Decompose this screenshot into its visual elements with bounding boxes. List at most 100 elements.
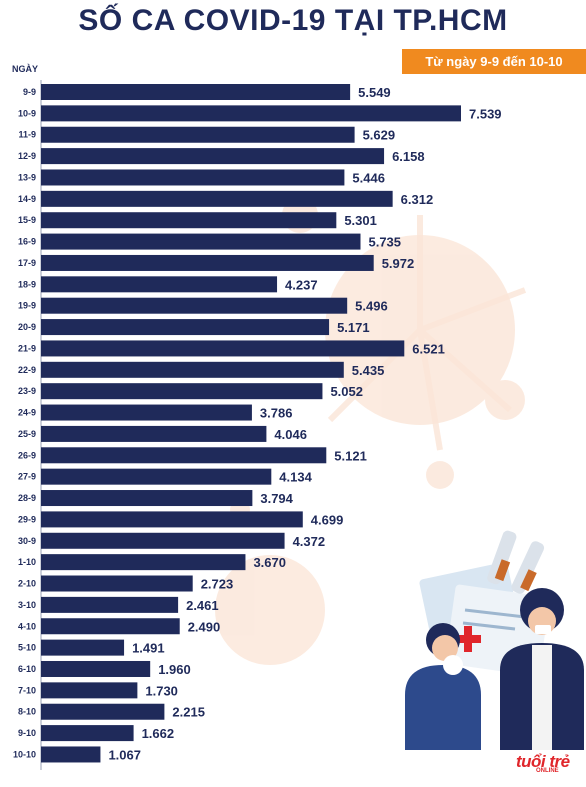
value-label: 1.960 <box>158 662 191 677</box>
day-label: 6-10 <box>18 664 36 674</box>
day-label: 4-10 <box>18 621 36 631</box>
value-label: 5.549 <box>358 85 391 100</box>
day-label: 20-9 <box>18 322 36 332</box>
bar-10-10 <box>41 746 101 763</box>
bar-23-9 <box>41 383 323 400</box>
value-label: 5.735 <box>368 235 401 250</box>
value-label: 1.067 <box>108 747 141 762</box>
bar-17-9 <box>41 254 374 271</box>
day-label: 17-9 <box>18 258 36 268</box>
day-label: 7-10 <box>18 685 36 695</box>
bar-9-10 <box>41 725 134 742</box>
bar-20-9 <box>41 319 330 336</box>
day-label: 10-9 <box>18 108 36 118</box>
value-label: 6.521 <box>412 341 445 356</box>
value-label: 2.461 <box>186 598 219 613</box>
day-label: 13-9 <box>18 172 36 182</box>
bar-10-9 <box>41 105 461 122</box>
value-label: 5.629 <box>363 128 396 143</box>
bar-9-9 <box>41 84 351 100</box>
axis-title-day: NGÀY <box>12 64 39 74</box>
bar-27-9 <box>41 468 272 485</box>
day-label: 11-9 <box>18 130 36 140</box>
value-label: 5.435 <box>352 363 385 378</box>
value-label: 7.539 <box>469 106 502 121</box>
bar-25-9 <box>41 425 267 442</box>
day-label: 18-9 <box>18 279 36 289</box>
day-label: 23-9 <box>18 386 36 396</box>
value-label: 4.237 <box>285 277 318 292</box>
chart-title: SỐ CA COVID-19 TẠI TP.HCM <box>78 4 508 37</box>
people-illustration <box>405 530 584 750</box>
day-label: 3-10 <box>18 600 36 610</box>
value-label: 5.121 <box>334 448 367 463</box>
day-label: 10-10 <box>13 749 36 759</box>
bar-8-10 <box>41 703 165 720</box>
bar-30-9 <box>41 532 285 549</box>
value-label: 6.158 <box>392 149 425 164</box>
value-label: 4.134 <box>279 470 312 485</box>
value-label: 2.490 <box>188 619 221 634</box>
value-label: 1.662 <box>142 726 175 741</box>
value-label: 3.786 <box>260 406 293 421</box>
bar-11-9 <box>41 126 355 143</box>
value-label: 4.372 <box>293 534 326 549</box>
day-label: 27-9 <box>18 472 36 482</box>
day-label: 24-9 <box>18 408 36 418</box>
bar-2-10 <box>41 575 193 592</box>
bar-29-9 <box>41 511 303 528</box>
value-label: 5.052 <box>330 384 363 399</box>
value-label: 5.301 <box>344 213 377 228</box>
bar-7-10 <box>41 682 138 699</box>
bar-6-10 <box>41 660 151 677</box>
day-label: 12-9 <box>18 151 36 161</box>
day-label: 29-9 <box>18 514 36 524</box>
value-label: 4.699 <box>311 512 344 527</box>
value-label: 3.794 <box>260 491 293 506</box>
bar-19-9 <box>41 297 348 314</box>
day-label: 1-10 <box>18 557 36 567</box>
bar-14-9 <box>41 190 393 207</box>
value-label: 5.972 <box>382 256 415 271</box>
value-label: 2.723 <box>201 577 234 592</box>
value-label: 1.730 <box>145 683 178 698</box>
bar-1-10 <box>41 554 246 571</box>
value-label: 5.446 <box>352 170 385 185</box>
value-label: 1.491 <box>132 641 165 656</box>
value-label: 5.171 <box>337 320 370 335</box>
bar-15-9 <box>41 212 337 229</box>
day-label: 9-10 <box>18 728 36 738</box>
day-label: 21-9 <box>18 343 36 353</box>
day-label: 26-9 <box>18 450 36 460</box>
bar-18-9 <box>41 276 278 293</box>
tuoi-tre-logo-sub: ONLINE <box>536 768 559 774</box>
day-label: 5-10 <box>18 643 36 653</box>
value-label: 5.496 <box>355 299 388 314</box>
bar-26-9 <box>41 447 327 464</box>
bar-3-10 <box>41 596 179 613</box>
date-range-badge: Từ ngày 9-9 đến 10-10 <box>402 49 586 74</box>
day-label: 30-9 <box>18 536 36 546</box>
bar-4-10 <box>41 618 180 635</box>
value-label: 4.046 <box>274 427 307 442</box>
bar-12-9 <box>41 148 385 165</box>
bar-5-10 <box>41 639 125 656</box>
value-label: 2.215 <box>172 705 205 720</box>
value-label: 6.312 <box>401 192 434 207</box>
bar-13-9 <box>41 169 345 186</box>
day-label: 8-10 <box>18 707 36 717</box>
bar-24-9 <box>41 404 252 421</box>
bar-16-9 <box>41 233 361 250</box>
bar-21-9 <box>41 340 405 357</box>
bar-28-9 <box>41 490 253 507</box>
day-label: 22-9 <box>18 365 36 375</box>
day-label: 9-9 <box>23 87 36 97</box>
value-label: 3.670 <box>253 555 286 570</box>
bar-22-9 <box>41 361 344 378</box>
day-label: 19-9 <box>18 301 36 311</box>
day-label: 15-9 <box>18 215 36 225</box>
day-label: 28-9 <box>18 493 36 503</box>
day-label: 25-9 <box>18 429 36 439</box>
